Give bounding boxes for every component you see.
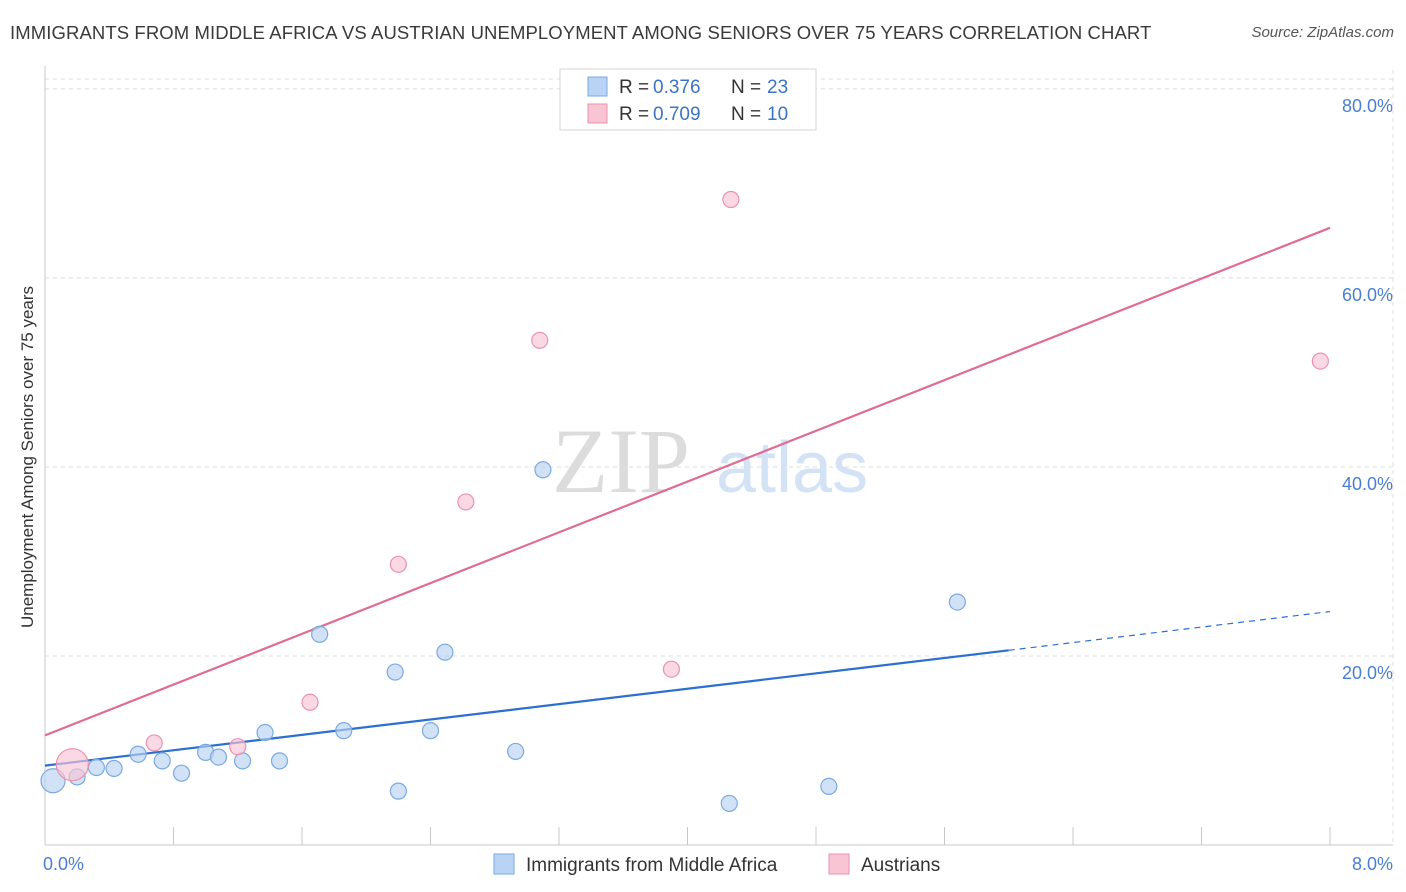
data-point-middle-africa (105, 759, 123, 778)
data-point-austrians (301, 693, 319, 711)
data-point-middle-africa (233, 752, 252, 770)
data-point-middle-africa (129, 745, 147, 763)
data-point-middle-africa (948, 593, 966, 611)
data-point-austrians (457, 493, 475, 511)
data-point-middle-africa (720, 794, 738, 813)
data-point-austrians (145, 734, 163, 752)
bottom-legend-label: Austrians (861, 855, 940, 876)
data-point-middle-africa (256, 723, 274, 742)
legend-swatch (587, 103, 608, 124)
trendline-extension (1008, 610, 1331, 651)
bottom-legend-label: Immigrants from Middle Africa (526, 855, 778, 876)
data-point-austrians (1311, 352, 1329, 370)
data-point-middle-africa (421, 722, 440, 740)
y-tick-label: 20.0% (1342, 663, 1393, 683)
y-tick-label: 40.0% (1342, 474, 1393, 494)
watermark-zip: ZIP (552, 410, 690, 512)
legend-r-label: R = (619, 104, 649, 125)
legend-r-value: 0.709 (653, 104, 701, 125)
data-point-austrians (55, 748, 89, 782)
y-tick-label: 80.0% (1342, 96, 1393, 116)
legend-n-label: N = (731, 77, 761, 98)
data-point-middle-africa (172, 764, 191, 782)
data-point-middle-africa (209, 748, 228, 766)
data-point-austrians (229, 738, 247, 756)
data-point-middle-africa (270, 752, 289, 770)
legend-n-value: 10 (767, 104, 788, 125)
data-point-middle-africa (311, 625, 329, 643)
watermark: ZIP atlas (552, 410, 868, 512)
data-point-middle-africa (153, 752, 171, 770)
tick-labels: 20.0% 40.0% 60.0% 80.0% 0.0% 8.0% (43, 96, 1393, 874)
legend-r-label: R = (619, 77, 649, 98)
data-point-middle-africa (534, 461, 552, 479)
correlation-legend: R = 0.376 N = 23 R = 0.709 N = 10 (559, 68, 817, 131)
chart-title: IMMIGRANTS FROM MIDDLE AFRICA VS AUSTRIA… (10, 22, 1152, 43)
data-points (40, 190, 1329, 813)
data-point-austrians (662, 660, 681, 678)
series-legend: Immigrants from Middle Africa Austrians (493, 853, 940, 876)
data-point-middle-africa (389, 782, 407, 800)
data-point-austrians (531, 331, 549, 349)
trendline (44, 226, 1331, 737)
grid-lines (45, 70, 1394, 845)
data-point-middle-africa (436, 643, 454, 661)
data-point-austrians (722, 190, 740, 209)
y-tick-label: 60.0% (1342, 285, 1393, 305)
source-credit: Source: ZipAtlas.com (1251, 24, 1394, 41)
legend-r-value: 0.376 (653, 77, 701, 98)
x-tick-label: 8.0% (1352, 854, 1393, 874)
data-point-austrians (389, 555, 407, 573)
x-tick-label: 0.0% (43, 854, 84, 874)
legend-n-label: N = (731, 104, 761, 125)
data-point-middle-africa (40, 768, 66, 794)
legend-swatch (587, 76, 608, 97)
data-point-middle-africa (335, 722, 353, 740)
axes (44, 66, 1393, 846)
legend-n-value: 23 (767, 77, 788, 98)
trendline-solid (44, 649, 1009, 767)
data-point-middle-africa (507, 742, 525, 761)
data-point-middle-africa (820, 777, 838, 796)
bottom-legend-swatch (493, 853, 515, 875)
bottom-legend-swatch (828, 853, 850, 875)
data-point-middle-africa (386, 663, 404, 681)
data-point-middle-africa (87, 758, 106, 777)
y-axis-title: Unemployment Among Seniors over 75 years (18, 286, 37, 628)
